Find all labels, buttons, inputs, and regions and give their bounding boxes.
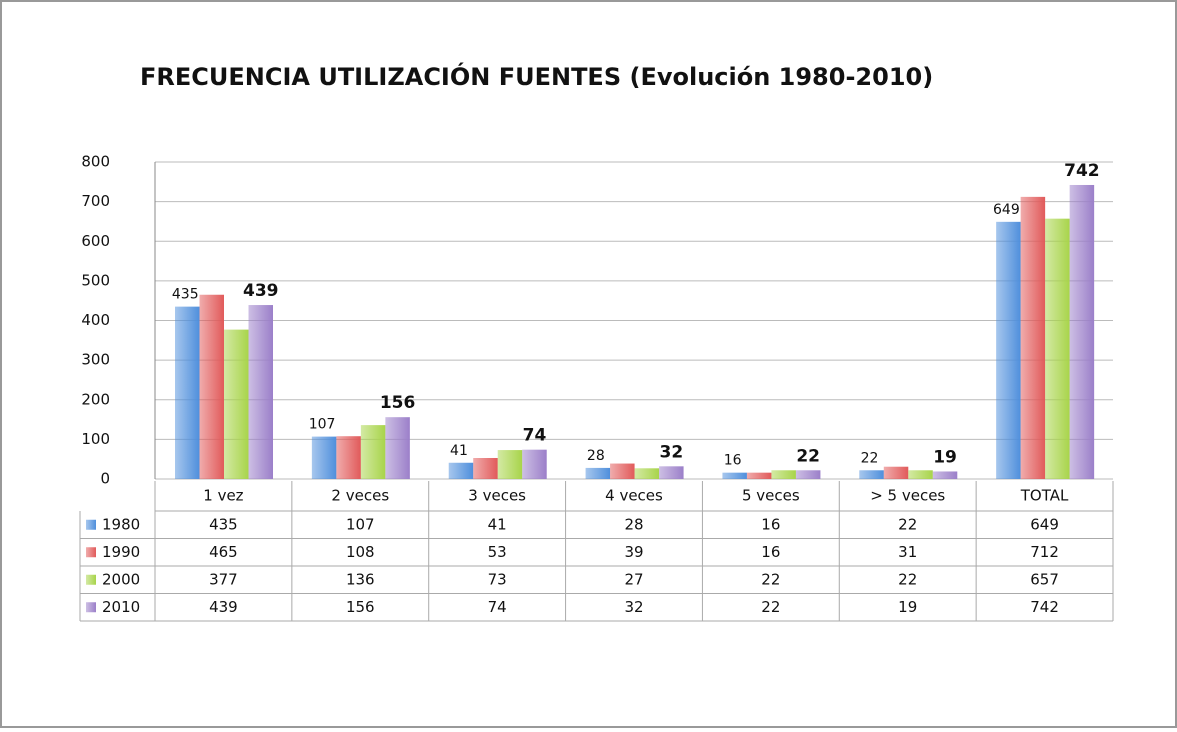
bar	[722, 472, 747, 479]
data-label: 156	[380, 393, 416, 413]
table-cell: 39	[624, 543, 643, 561]
x-tick-label: 1 vez	[203, 487, 243, 505]
bar	[996, 221, 1021, 480]
bar	[360, 425, 386, 479]
bar	[610, 463, 635, 479]
table-cell: 19	[898, 598, 917, 616]
data-label: 74	[523, 426, 547, 446]
bar	[385, 417, 410, 479]
x-tick-label: 3 veces	[468, 487, 526, 505]
table-cell: 439	[209, 598, 238, 616]
table-cell: 27	[624, 570, 643, 588]
table-cell: 136	[346, 570, 375, 588]
bar	[771, 470, 796, 479]
bar	[448, 462, 474, 479]
x-tick-label: 5 veces	[742, 487, 800, 505]
y-tick-label: 400	[81, 311, 110, 329]
table-cell: 657	[1030, 570, 1059, 588]
table-cell: 16	[761, 543, 780, 561]
table-cell: 22	[761, 570, 780, 588]
data-label: 439	[243, 281, 279, 301]
bar	[473, 457, 498, 479]
data-label: 19	[933, 447, 957, 467]
y-tick-label: 0	[100, 470, 110, 488]
y-tick-label: 600	[81, 232, 110, 250]
y-tick-label: 800	[81, 153, 110, 171]
data-label: 435	[172, 287, 199, 303]
data-label: 16	[724, 453, 742, 469]
table-cell: 22	[898, 570, 917, 588]
bar	[1069, 184, 1095, 480]
bar	[659, 466, 684, 479]
bar	[859, 470, 884, 479]
table-cell: 73	[488, 570, 507, 588]
x-tick-label: > 5 veces	[870, 487, 945, 505]
bar	[224, 329, 249, 479]
legend-swatch	[86, 602, 96, 613]
data-label: 32	[659, 442, 683, 462]
table-cell: 28	[624, 515, 643, 533]
table-cell: 22	[761, 598, 780, 616]
x-tick-label: 2 veces	[331, 487, 389, 505]
y-tick-label: 300	[81, 351, 110, 369]
table-cell: 377	[209, 570, 238, 588]
table-cell: 156	[346, 598, 375, 616]
bar	[883, 466, 909, 479]
bar	[199, 294, 224, 479]
bar	[585, 467, 611, 479]
data-label: 41	[450, 443, 468, 459]
data-label: 107	[309, 417, 336, 433]
data-label: 649	[993, 202, 1020, 218]
x-tick-label: 4 veces	[605, 487, 663, 505]
legend-label: 1990	[102, 543, 140, 561]
bar	[1020, 196, 1046, 479]
table-cell: 435	[209, 515, 238, 533]
bar	[932, 471, 958, 479]
y-tick-label: 700	[81, 192, 110, 210]
table-cell: 465	[209, 543, 238, 561]
table-cell: 108	[346, 543, 375, 561]
bar	[746, 472, 772, 479]
table-cell: 74	[488, 598, 507, 616]
table-cell: 742	[1030, 598, 1059, 616]
chart-title: FRECUENCIA UTILIZACIÓN FUENTES (Evolució…	[140, 61, 933, 91]
table-cell: 22	[898, 515, 917, 533]
table-cell: 53	[488, 543, 507, 561]
bar	[1045, 218, 1070, 479]
table-cell: 41	[488, 515, 507, 533]
bar	[634, 468, 660, 479]
data-label: 742	[1064, 161, 1100, 181]
legend-label: 2000	[102, 570, 140, 588]
legend-label: 2010	[102, 598, 140, 616]
table-cell: 107	[346, 515, 375, 533]
data-label: 22	[796, 446, 820, 466]
data-label: 28	[587, 448, 605, 464]
table-cell: 649	[1030, 515, 1059, 533]
bar	[497, 450, 523, 479]
bar	[908, 470, 933, 479]
y-tick-label: 500	[81, 271, 110, 289]
table-cell: 712	[1030, 543, 1059, 561]
bar	[522, 449, 547, 479]
y-tick-label: 200	[81, 390, 110, 408]
legend-label: 1980	[102, 515, 140, 533]
table-cell: 16	[761, 515, 780, 533]
legend-swatch	[86, 547, 96, 558]
bar	[175, 306, 200, 479]
table-cell: 31	[898, 543, 917, 561]
y-tick-label: 100	[81, 430, 110, 448]
legend-swatch	[86, 519, 96, 530]
x-tick-label: TOTAL	[1020, 487, 1069, 505]
data-label: 22	[861, 450, 879, 466]
table-cell: 32	[624, 598, 643, 616]
bar	[336, 436, 361, 479]
legend-swatch	[86, 574, 96, 585]
bar	[795, 470, 821, 479]
bar	[311, 436, 337, 479]
bar	[248, 305, 273, 479]
